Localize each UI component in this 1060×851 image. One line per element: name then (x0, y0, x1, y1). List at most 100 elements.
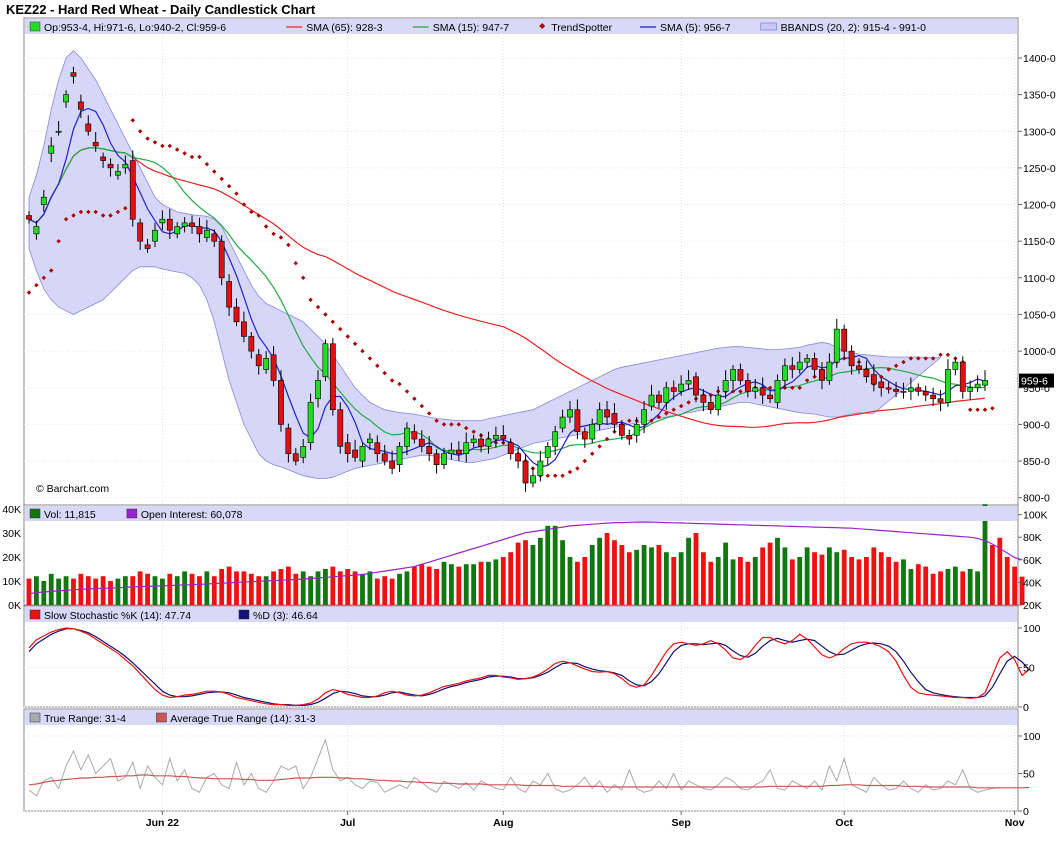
y-tick-label: 40K (2, 504, 21, 516)
candle (581, 427, 588, 448)
volume-bar (360, 573, 365, 605)
candle-body-down (352, 449, 358, 458)
candle-body-down (144, 244, 151, 249)
candle (77, 94, 84, 119)
volume-bar (849, 557, 855, 605)
candle-body-up (596, 409, 603, 425)
candle-body-down (389, 460, 396, 469)
candle (618, 419, 625, 440)
candle-body-down (248, 336, 255, 352)
volume-bar (471, 564, 477, 605)
trendspotter-dot (130, 118, 135, 123)
volume-bar (782, 547, 788, 605)
trendspotter-dot (590, 451, 595, 456)
volume-bar (663, 552, 669, 605)
candle (85, 115, 92, 136)
candle-body-up (263, 358, 270, 370)
trendspotter-dot (456, 422, 461, 427)
legend-bar (25, 506, 1017, 521)
candle (804, 354, 811, 368)
volume-bar (411, 566, 417, 605)
trendspotter-dot (152, 140, 158, 145)
x-tick-label: Nov (1005, 817, 1025, 829)
candle (396, 441, 403, 473)
volume-bar (819, 554, 825, 605)
trendspotter-dot (782, 385, 788, 391)
trendspotter-dot (441, 422, 447, 427)
candle-body-up (730, 369, 736, 381)
candle (426, 436, 433, 462)
candle-body-down (381, 453, 388, 462)
candle (455, 441, 462, 462)
candle-body-down (507, 442, 514, 455)
candle (500, 425, 507, 444)
trendspotter-dot (63, 217, 69, 222)
candle-body-down (92, 141, 99, 147)
last-price-box (1019, 373, 1054, 388)
candle-body-up (641, 409, 647, 425)
y-tick-label: 1250-0 (1023, 163, 1056, 175)
candle (974, 375, 981, 393)
candle-body-up (48, 145, 55, 154)
candle-body-down (455, 449, 462, 455)
candle-body-down (500, 435, 507, 440)
legend-swatch-atr (156, 712, 167, 723)
candle (633, 417, 640, 443)
candle (833, 318, 840, 368)
candle (589, 418, 596, 444)
candle (907, 377, 914, 401)
volume-bar (159, 578, 165, 605)
trendspotter-dot (797, 385, 802, 391)
y-tick-label: 900-0 (1023, 419, 1050, 431)
volume-bar (604, 533, 610, 605)
candle-body-up (315, 380, 321, 400)
trendspotter-dot (93, 209, 98, 215)
trendspotter-dot (893, 363, 899, 369)
trendspotter-dot (471, 429, 476, 434)
volume-bar (456, 566, 462, 605)
legend-text-tr: True Range: 31-4 (44, 713, 126, 725)
volume-bar (367, 571, 373, 605)
trendspotter-dot (575, 466, 580, 471)
candle-body-up (678, 383, 685, 392)
candle-body-down (515, 453, 522, 462)
volume-bar (523, 540, 528, 605)
watermark: © Barchart.com (36, 483, 109, 495)
volume-bar (219, 569, 225, 605)
candle (715, 386, 722, 416)
volume-bar (486, 561, 491, 605)
candle-body-up (122, 163, 129, 169)
candle (344, 433, 351, 463)
trendspotter-dot (234, 191, 239, 196)
candle (233, 298, 240, 327)
volume-bar (908, 569, 914, 605)
trendspotter-dot (123, 206, 128, 211)
volume-bar (574, 561, 580, 605)
candle-body-up (367, 438, 373, 444)
candle (796, 351, 803, 374)
volume-bar (478, 561, 484, 605)
candle (485, 431, 492, 454)
y-tick-label: 20K (2, 552, 21, 564)
candle-body-up (396, 446, 403, 465)
volume-bar (397, 573, 402, 605)
candle (930, 387, 937, 407)
y-tick-label: 10K (2, 576, 21, 588)
candle-body-down (196, 226, 203, 235)
candle (693, 372, 699, 403)
true-range-panel: True Range: 31-4 Average True Range (14):… (23, 708, 1041, 818)
trendspotter-dot (219, 176, 224, 182)
trendspotter-dot (323, 312, 328, 317)
bollinger-band (28, 50, 942, 480)
trendspotter-dot (389, 378, 395, 383)
y-tick-label: 850-0 (1023, 456, 1050, 468)
candle (278, 370, 284, 432)
volume-bar (48, 573, 54, 605)
open-interest-line (28, 521, 1023, 595)
candle (611, 403, 618, 434)
candle-body-down (255, 354, 262, 367)
candle (292, 447, 299, 466)
trendspotter-dot (449, 422, 454, 427)
trendspotter-dot (226, 184, 232, 189)
candle-body-down (241, 321, 247, 337)
